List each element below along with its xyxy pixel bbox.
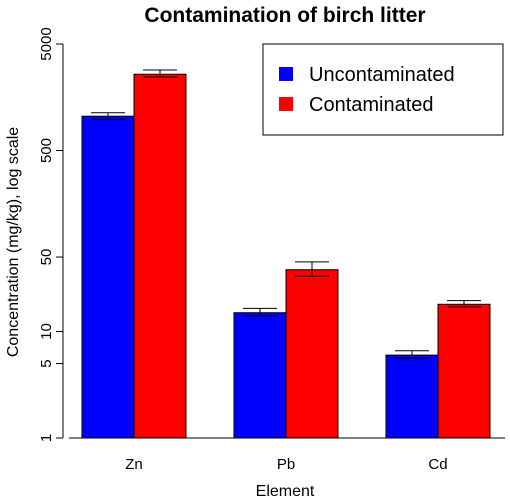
x-tick-label: Zn <box>125 456 143 473</box>
bar-pb-contaminated <box>285 269 339 439</box>
bar-pb-uncontaminated <box>233 312 287 439</box>
y-tick-label: 5000 <box>38 27 55 60</box>
y-tick-label: 1 <box>38 434 55 442</box>
legend-label: Contaminated <box>309 94 434 116</box>
x-tick-label: Pb <box>277 456 295 473</box>
y-tick-label: 10 <box>38 323 55 340</box>
plot-area: 1 5 10 50 500 5000 Zn Pb Cd <box>38 27 505 473</box>
y-tick-label: 50 <box>38 249 55 266</box>
y-tick-label: 5 <box>38 359 55 367</box>
bar-cd-uncontaminated <box>385 354 439 439</box>
y-tick-label: 500 <box>38 138 55 163</box>
bar-zn-contaminated <box>133 73 187 439</box>
bar-cd-contaminated <box>437 303 491 439</box>
y-axis-label: Concentration (mg/kg), log scale <box>5 127 22 357</box>
legend-swatch <box>279 67 293 81</box>
legend-box <box>262 43 504 136</box>
legend: Uncontaminated Contaminated <box>262 43 504 136</box>
legend-swatch <box>279 97 293 111</box>
bar-zn-uncontaminated <box>81 115 135 439</box>
legend-label: Uncontaminated <box>309 64 455 86</box>
x-tick-label: Cd <box>428 456 447 473</box>
chart-title: Contamination of birch litter <box>144 4 425 27</box>
x-axis-label: Element <box>256 483 315 500</box>
